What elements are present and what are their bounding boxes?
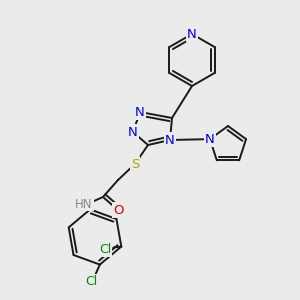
Text: N: N: [187, 28, 197, 40]
Text: Cl: Cl: [86, 275, 98, 288]
Text: Cl: Cl: [99, 243, 111, 256]
Text: O: O: [113, 203, 123, 217]
Text: S: S: [131, 158, 139, 170]
Text: N: N: [128, 125, 138, 139]
Text: N: N: [205, 133, 215, 146]
Text: N: N: [135, 106, 145, 118]
Text: HN: HN: [75, 197, 93, 211]
Text: N: N: [165, 134, 175, 146]
